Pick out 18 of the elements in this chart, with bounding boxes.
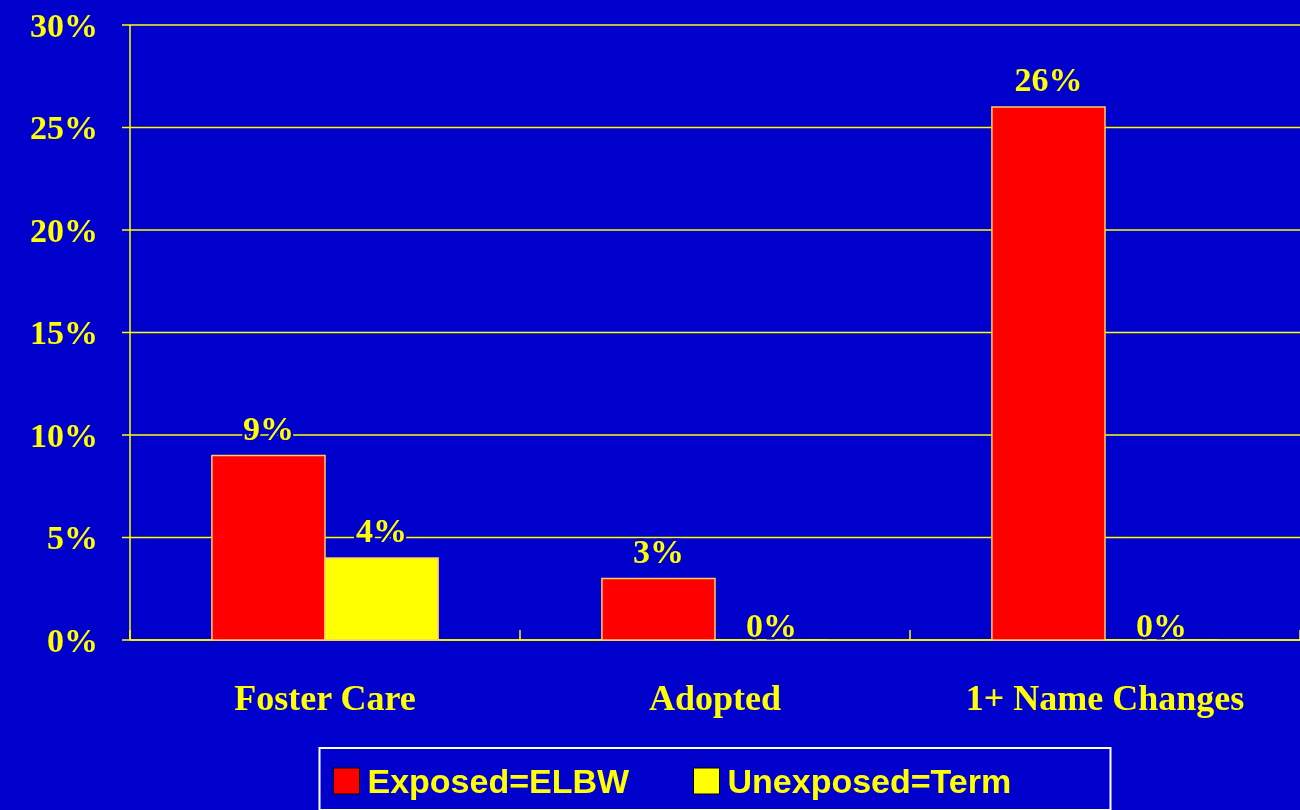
- y-tick-label: 0%: [47, 621, 98, 659]
- data-label: 26%: [1014, 61, 1083, 98]
- x-tick-label: 1+ Name Changes: [965, 678, 1245, 718]
- y-tick-label: 10%: [30, 416, 98, 454]
- x-tick-label: Adopted: [648, 678, 782, 718]
- y-tick-label: 20%: [30, 211, 98, 249]
- data-label: 3%: [632, 532, 684, 570]
- legend-label: Unexposed=Term: [727, 762, 1012, 800]
- bar: [601, 577, 716, 641]
- x-tick-label: Foster Care: [234, 678, 416, 718]
- bar: [991, 106, 1106, 641]
- y-tick-label: 5%: [47, 519, 98, 557]
- y-tick-label: 15%: [30, 314, 98, 352]
- legend-label: Exposed=ELBW: [367, 762, 631, 800]
- data-label: 0%: [1136, 607, 1188, 644]
- y-tick-label: 30%: [30, 6, 98, 44]
- data-label: 0%: [746, 607, 798, 644]
- y-tick-label: 25%: [30, 109, 98, 147]
